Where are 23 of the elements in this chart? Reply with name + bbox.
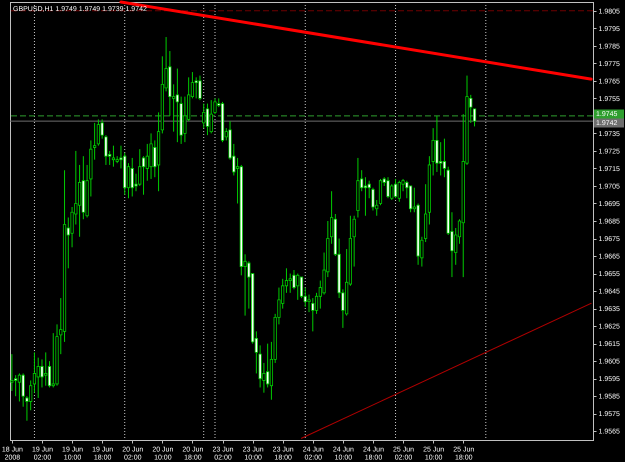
- candlestick: [307, 294, 311, 313]
- candlestick: [149, 132, 153, 180]
- candlestick: [130, 157, 134, 197]
- candlestick: [364, 176, 368, 216]
- candlestick: [439, 142, 442, 176]
- candlestick: [96, 118, 100, 146]
- candlestick: [311, 298, 314, 332]
- candlestick: [206, 103, 210, 136]
- candlestick: [198, 75, 202, 101]
- candlestick: [300, 276, 304, 299]
- candlestick: [176, 68, 179, 143]
- candlestick: [112, 145, 116, 168]
- candlestick: [398, 180, 401, 202]
- candlestick: [202, 103, 206, 129]
- candlestick: [378, 178, 382, 206]
- candlestick: [386, 176, 390, 199]
- candlestick: [435, 115, 439, 172]
- candlestick: [18, 372, 22, 402]
- candlestick: [394, 178, 398, 199]
- candlestick: [296, 273, 300, 300]
- candlestick: [210, 100, 213, 134]
- candlestick: [44, 352, 48, 386]
- candlestick: [48, 360, 52, 388]
